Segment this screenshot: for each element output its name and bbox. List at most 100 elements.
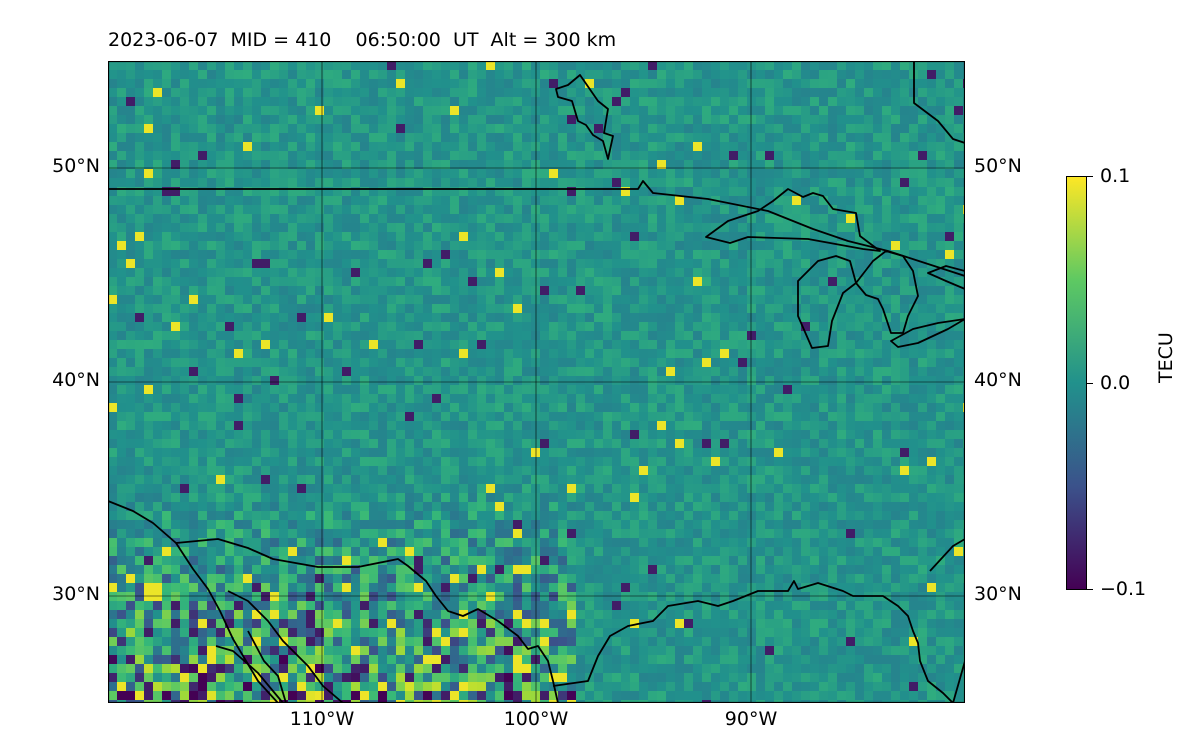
tec-cell xyxy=(693,142,702,151)
tec-cell xyxy=(162,367,171,376)
tec-cell xyxy=(855,394,864,403)
tec-cell xyxy=(630,520,639,529)
tec-cell xyxy=(549,286,558,295)
tec-cell xyxy=(810,394,819,403)
tec-cell xyxy=(513,340,522,349)
tec-cell xyxy=(288,403,297,412)
tec-cell xyxy=(180,151,189,160)
tec-cell xyxy=(378,115,387,124)
tec-cell xyxy=(441,124,450,133)
tec-cell xyxy=(135,520,144,529)
tec-cell xyxy=(423,61,432,70)
tec-cell xyxy=(540,160,549,169)
tec-cell xyxy=(531,88,540,97)
tec-cell xyxy=(918,268,927,277)
tec-cell xyxy=(738,277,747,286)
tec-cell xyxy=(810,466,819,475)
tec-cell xyxy=(594,304,603,313)
tec-cell xyxy=(891,169,900,178)
tec-cell xyxy=(774,511,783,520)
tec-cell xyxy=(756,493,765,502)
tec-cell xyxy=(360,124,369,133)
tec-cell xyxy=(405,484,414,493)
tec-cell xyxy=(306,331,315,340)
tec-cell xyxy=(783,412,792,421)
tec-cell xyxy=(126,295,135,304)
tec-cell xyxy=(108,187,117,196)
tec-cell xyxy=(396,295,405,304)
tec-cell xyxy=(477,133,486,142)
tec-cell xyxy=(198,448,207,457)
tec-cell xyxy=(468,475,477,484)
tec-cell xyxy=(720,223,729,232)
tec-cell xyxy=(684,160,693,169)
tec-cell xyxy=(315,349,324,358)
tec-cell xyxy=(900,169,909,178)
tec-cell xyxy=(315,421,324,430)
tec-cell xyxy=(225,349,234,358)
tec-cell xyxy=(864,142,873,151)
tec-cell xyxy=(702,286,711,295)
tec-cell xyxy=(558,475,567,484)
tec-cell xyxy=(117,394,126,403)
tec-cell xyxy=(270,403,279,412)
tec-cell xyxy=(351,178,360,187)
tec-cell xyxy=(747,61,756,70)
tec-cell xyxy=(873,115,882,124)
tec-cell xyxy=(423,259,432,268)
tec-cell xyxy=(405,322,414,331)
tec-cell xyxy=(900,466,909,475)
tec-cell xyxy=(225,286,234,295)
tec-cell xyxy=(180,124,189,133)
tec-cell xyxy=(540,439,549,448)
tec-cell xyxy=(675,151,684,160)
tec-cell xyxy=(243,412,252,421)
tec-cell xyxy=(387,97,396,106)
tec-cell xyxy=(675,322,684,331)
tec-cell xyxy=(855,475,864,484)
tec-cell xyxy=(351,367,360,376)
tec-cell xyxy=(810,331,819,340)
tec-cell xyxy=(441,466,450,475)
tec-cell xyxy=(396,268,405,277)
tec-cell xyxy=(783,115,792,124)
tec-cell xyxy=(315,160,324,169)
tec-cell xyxy=(450,511,459,520)
tec-cell xyxy=(873,160,882,169)
tec-cell xyxy=(576,169,585,178)
tec-cell xyxy=(108,97,117,106)
tec-cell xyxy=(675,133,684,142)
tec-cell xyxy=(477,241,486,250)
tec-cell xyxy=(522,106,531,115)
tec-cell xyxy=(405,205,414,214)
tec-cell xyxy=(117,322,126,331)
tec-cell xyxy=(873,232,882,241)
tec-cell xyxy=(531,241,540,250)
tec-cell xyxy=(603,421,612,430)
tec-cell xyxy=(288,493,297,502)
tec-cell xyxy=(684,97,693,106)
tec-cell xyxy=(378,358,387,367)
tec-cell xyxy=(171,376,180,385)
tec-cell xyxy=(387,394,396,403)
tec-cell xyxy=(414,385,423,394)
tec-cell xyxy=(675,475,684,484)
tec-cell xyxy=(621,349,630,358)
tec-cell xyxy=(720,430,729,439)
tec-cell xyxy=(621,475,630,484)
tec-cell xyxy=(513,205,522,214)
tec-cell xyxy=(207,457,216,466)
tec-cell xyxy=(522,241,531,250)
tec-cell xyxy=(945,79,954,88)
tec-cell xyxy=(819,277,828,286)
tec-cell xyxy=(117,493,126,502)
tec-cell xyxy=(513,79,522,88)
tec-cell xyxy=(891,196,900,205)
tec-cell xyxy=(945,466,954,475)
tec-cell xyxy=(171,250,180,259)
tec-cell xyxy=(855,349,864,358)
tec-cell xyxy=(567,187,576,196)
tec-cell xyxy=(234,520,243,529)
tec-cell xyxy=(279,394,288,403)
tec-cell xyxy=(342,430,351,439)
